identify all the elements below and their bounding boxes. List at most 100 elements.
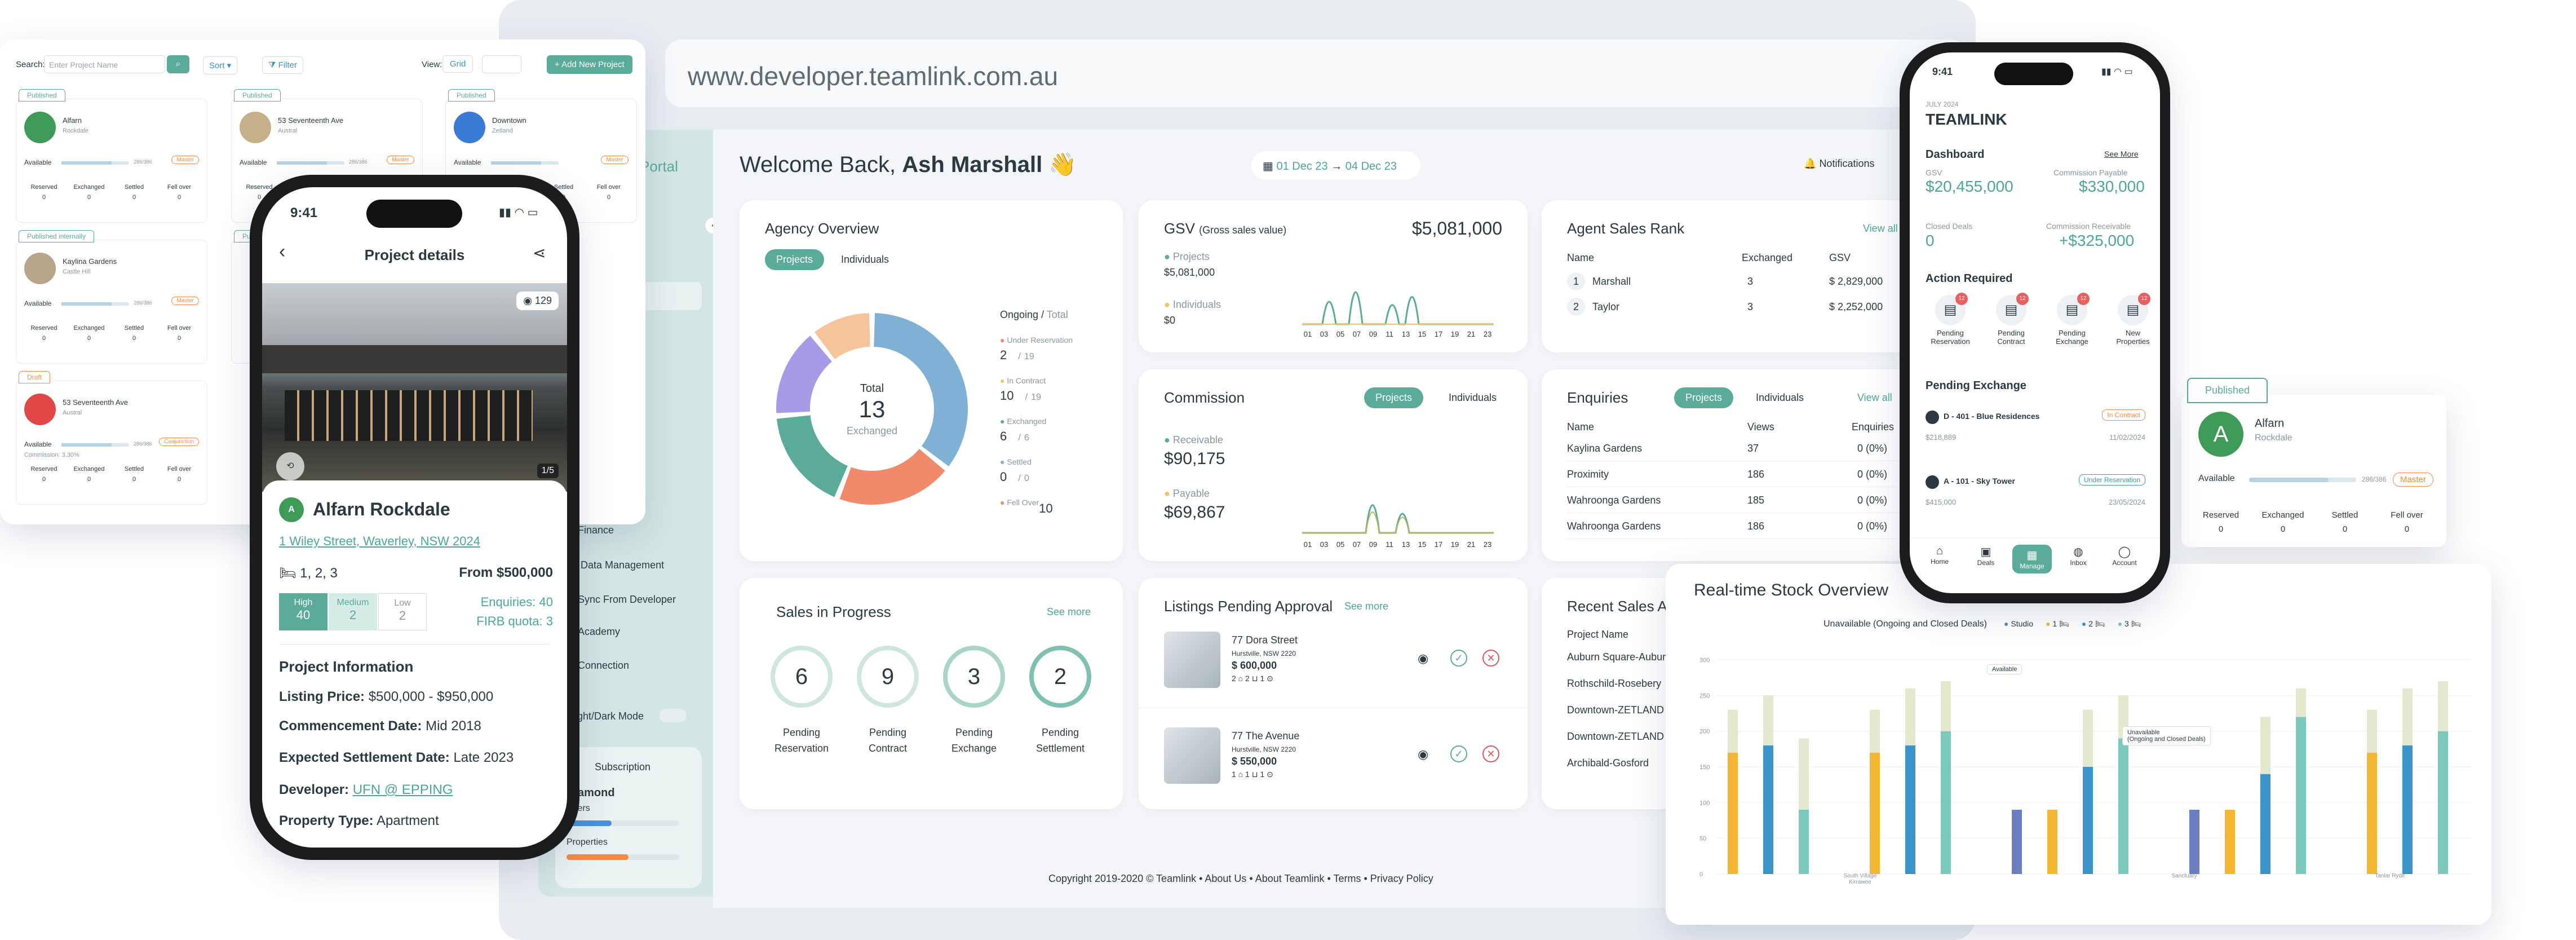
legend-item[interactable]: ● Studio	[2004, 619, 2033, 628]
listing-thumbnail[interactable]	[1164, 632, 1220, 688]
rp-see-more[interactable]: See More	[2104, 149, 2139, 158]
search-icon[interactable]: ⌕	[167, 55, 189, 73]
project-card[interactable]: Published Alfarn Rockdale Available 286/…	[16, 89, 207, 223]
tab-individuals[interactable]: Individuals	[841, 254, 889, 265]
360-icon[interactable]: ⟲	[276, 452, 304, 480]
agent-view-all[interactable]: View all	[1863, 223, 1898, 234]
stock-bar-unavailable[interactable]	[2012, 810, 2022, 874]
project-photo[interactable]: ◉ 129 ⟲ 1/5	[262, 283, 567, 492]
stock-bar-available[interactable]	[1870, 709, 1880, 753]
stock-bar-available[interactable]	[1941, 681, 1951, 731]
stock-bar-available[interactable]	[2367, 709, 2377, 753]
commission-tab-individuals[interactable]: Individuals	[1449, 392, 1497, 403]
stock-bar-unavailable[interactable]	[1728, 752, 1738, 874]
eye-icon[interactable]: ◉	[1418, 747, 1429, 761]
donut-slice[interactable]	[776, 336, 832, 413]
stock-bar-available[interactable]	[2296, 688, 2306, 717]
sales-progress-circle[interactable]: 9	[857, 646, 919, 708]
add-project-button[interactable]: + Add New Project	[547, 55, 632, 74]
nav-account[interactable]: ◯ Account	[2105, 545, 2144, 567]
agent-name[interactable]: Marshall	[1592, 276, 1631, 287]
share-icon[interactable]: ⋖	[533, 244, 546, 262]
filter-button[interactable]: ⧩ Filter	[262, 56, 303, 74]
donut-slice[interactable]	[776, 415, 848, 497]
recent-sale-project[interactable]: Archibald-Gosford	[1567, 757, 1649, 769]
rp-deal[interactable]: D - 401 - Blue Residences In Contract $2…	[1926, 405, 2145, 461]
sidebar-item-sync[interactable]: Sync From Developer	[578, 594, 676, 605]
reject-icon[interactable]: ✕	[1482, 650, 1499, 667]
sales-progress-circle[interactable]: 2	[1029, 646, 1091, 708]
rp-action-item[interactable]: ▤ 12 Pending Reservation	[1922, 293, 1979, 346]
donut-slice[interactable]	[839, 449, 945, 505]
recent-sale-project[interactable]: Downtown-ZETLAND	[1567, 704, 1665, 716]
stock-bar-unavailable[interactable]	[2189, 810, 2199, 874]
grid-view-button[interactable]: Grid	[442, 55, 473, 73]
url-bar[interactable]: www.developer.teamlink.com.au	[665, 39, 1967, 107]
rp-action-item[interactable]: ▤ 12 Pending Contract	[1983, 293, 2039, 346]
stock-bar-available[interactable]	[2260, 717, 2270, 774]
stock-bar-unavailable[interactable]	[2367, 752, 2377, 874]
reject-icon[interactable]: ✕	[1482, 745, 1499, 762]
stock-bar-unavailable[interactable]	[1799, 810, 1809, 874]
stock-bar-available[interactable]	[1799, 738, 1809, 810]
agent-name[interactable]: Taylor	[1592, 301, 1620, 312]
listings-see-more[interactable]: See more	[1344, 601, 1389, 612]
date-range-picker[interactable]: ▦ 01 Dec 23 → 04 Dec 23	[1251, 151, 1420, 179]
commission-tab-projects[interactable]: Projects	[1364, 387, 1424, 408]
listing-name[interactable]: 77 The Avenue	[1232, 730, 1300, 742]
tab-projects[interactable]: Projects	[765, 249, 825, 270]
project-card[interactable]: Published internally Kaylina Gardens Cas…	[16, 230, 207, 364]
stock-bar-available[interactable]	[2438, 681, 2448, 731]
rp-deal[interactable]: A - 101 - Sky Tower Under Reservation $4…	[1926, 470, 2145, 526]
alfarn-card[interactable]: Published A Alfarn Rockdale Available 28…	[2181, 378, 2446, 547]
sidebar-item-data[interactable]: Data Management	[581, 559, 665, 571]
approve-icon[interactable]: ✓	[1450, 745, 1467, 762]
enquiries-tab-individuals[interactable]: Individuals	[1756, 392, 1804, 403]
sales-progress-circle[interactable]: 3	[943, 646, 1005, 708]
developer-link[interactable]: UFN @ EPPING	[352, 782, 453, 797]
stock-bar-unavailable[interactable]	[2083, 767, 2093, 874]
stock-bar-available[interactable]	[1763, 695, 1773, 745]
enq-name[interactable]: Kaylina Gardens	[1567, 443, 1643, 454]
stock-bar-available[interactable]	[2402, 688, 2413, 745]
enq-name[interactable]: Proximity	[1567, 469, 1609, 480]
sort-button[interactable]: Sort ▾	[203, 56, 238, 74]
stock-bar-unavailable[interactable]	[2118, 738, 2128, 874]
stock-bar-unavailable[interactable]	[2402, 745, 2413, 874]
nav-deals[interactable]: ▣ Deals	[1966, 545, 2006, 567]
enq-name[interactable]: Wahroonga Gardens	[1567, 520, 1661, 532]
notifications-button[interactable]: 🔔 Notifications	[1804, 158, 1874, 170]
stock-bar-unavailable[interactable]	[2260, 774, 2270, 874]
listing-name[interactable]: 77 Dora Street	[1232, 634, 1298, 646]
list-view-button[interactable]	[482, 55, 521, 73]
approve-icon[interactable]: ✓	[1450, 650, 1467, 667]
listing-thumbnail[interactable]	[1164, 727, 1220, 784]
enq-name[interactable]: Wahroonga Gardens	[1567, 495, 1661, 506]
legend-item[interactable]: ● 2 🛏	[2082, 619, 2105, 628]
nav-home[interactable]: ⌂ Home	[1920, 545, 1959, 566]
stock-bar-unavailable[interactable]	[1941, 731, 1951, 874]
sales-progress-circle[interactable]: 6	[771, 646, 833, 708]
project-card[interactable]: Draft 53 Seventeenth Ave Austral Availab…	[16, 371, 207, 505]
enquiries-view-all[interactable]: View all	[1857, 392, 1892, 403]
nav-inbox[interactable]: ◍ Inbox	[2059, 545, 2098, 567]
theme-toggle[interactable]	[660, 709, 687, 722]
legend-item[interactable]: ● 1 🛏	[2046, 619, 2069, 628]
donut-slice[interactable]	[874, 313, 968, 466]
stock-bar-unavailable[interactable]	[1905, 745, 1915, 874]
project-address[interactable]: 1 Wiley Street, Waverley, NSW 2024	[279, 534, 480, 548]
sidebar-item-connection[interactable]: Connection	[578, 660, 630, 671]
nav-manage[interactable]: ▦ Manage	[2012, 545, 2052, 573]
rp-action-item[interactable]: ▤ 12 New Properties	[2105, 293, 2160, 346]
stock-bar-unavailable[interactable]	[1870, 752, 1880, 874]
sales-see-more[interactable]: See more	[1047, 606, 1091, 617]
eye-icon[interactable]: ◉	[1418, 651, 1429, 665]
stock-bar-available[interactable]	[1728, 709, 1738, 753]
sidebar-item-theme[interactable]: Light/Dark Mode	[569, 710, 644, 722]
stock-bar-unavailable[interactable]	[2225, 810, 2235, 874]
stock-bar-unavailable[interactable]	[2047, 810, 2057, 874]
back-icon[interactable]: ‹	[279, 241, 286, 262]
stock-bar-available[interactable]	[1905, 688, 1915, 745]
enquiries-tab-projects[interactable]: Projects	[1674, 387, 1734, 408]
sidebar-item-academy[interactable]: Academy	[578, 626, 621, 637]
